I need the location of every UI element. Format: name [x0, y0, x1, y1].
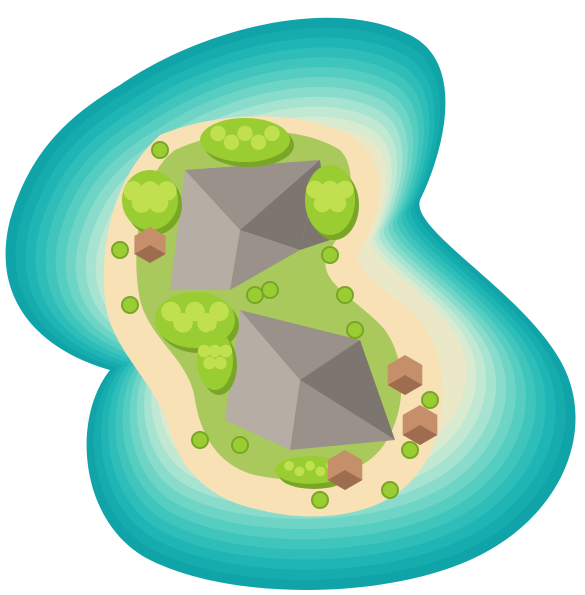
- shrub: [401, 441, 419, 459]
- shrub: [121, 296, 139, 314]
- boulder: [327, 450, 363, 490]
- tree-clumps: [122, 118, 359, 489]
- boulder: [387, 355, 423, 395]
- boulders: [134, 227, 438, 490]
- shrub: [421, 391, 439, 409]
- tree-clump: [122, 170, 182, 235]
- shrub: [321, 246, 339, 264]
- shrubs: [111, 141, 439, 509]
- shrub: [261, 281, 279, 299]
- mountain-south: [225, 310, 395, 450]
- shrub: [246, 286, 264, 304]
- tree-clump: [197, 330, 237, 395]
- shrub: [111, 241, 129, 259]
- mountain-north: [170, 160, 330, 290]
- shrub: [346, 321, 364, 339]
- shrub: [311, 491, 329, 509]
- shrub: [336, 286, 354, 304]
- boulder: [402, 405, 438, 445]
- shrub: [381, 481, 399, 499]
- shrub: [231, 436, 249, 454]
- tree-clump: [200, 118, 294, 167]
- tree-clump: [305, 165, 359, 240]
- shrub: [151, 141, 169, 159]
- boulder: [134, 227, 166, 263]
- shrub: [191, 431, 209, 449]
